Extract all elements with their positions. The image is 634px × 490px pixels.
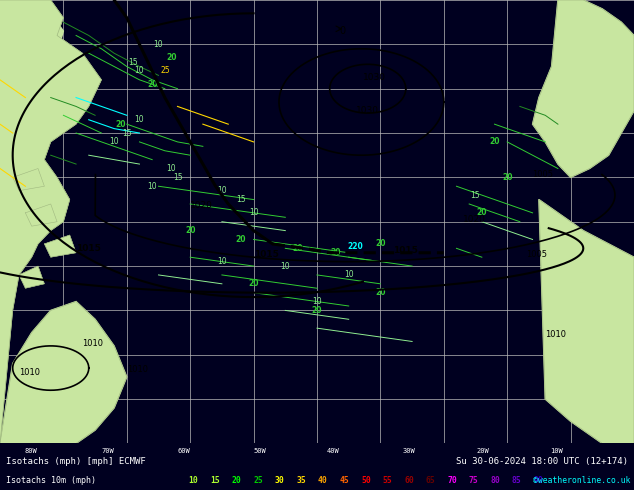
Text: 1020: 1020 bbox=[463, 215, 486, 224]
Text: 20: 20 bbox=[166, 53, 176, 62]
Text: 15: 15 bbox=[210, 476, 220, 485]
Polygon shape bbox=[19, 266, 44, 288]
Text: 1010: 1010 bbox=[82, 339, 103, 348]
Text: 10: 10 bbox=[280, 262, 290, 270]
Polygon shape bbox=[44, 235, 76, 257]
Text: 10: 10 bbox=[249, 208, 259, 218]
Polygon shape bbox=[0, 0, 63, 67]
Text: 70: 70 bbox=[447, 476, 457, 485]
Text: 0: 0 bbox=[339, 26, 346, 36]
Text: 10: 10 bbox=[188, 476, 198, 485]
Text: 65: 65 bbox=[425, 476, 436, 485]
Text: 20: 20 bbox=[489, 137, 500, 147]
Text: 30W: 30W bbox=[403, 448, 415, 454]
Text: 20: 20 bbox=[502, 173, 512, 182]
Text: 20: 20 bbox=[231, 476, 242, 485]
Text: 10: 10 bbox=[166, 164, 176, 173]
Polygon shape bbox=[25, 204, 57, 226]
Text: 1010: 1010 bbox=[545, 330, 566, 339]
Text: 1010: 1010 bbox=[19, 368, 40, 377]
Text: 1030: 1030 bbox=[363, 73, 385, 82]
Text: 10: 10 bbox=[153, 40, 164, 49]
Text: 80W: 80W bbox=[24, 448, 37, 454]
Text: 10: 10 bbox=[312, 297, 322, 306]
Polygon shape bbox=[533, 0, 634, 177]
Text: 20: 20 bbox=[293, 244, 303, 253]
Text: 10: 10 bbox=[134, 67, 145, 75]
Text: 55: 55 bbox=[382, 476, 392, 485]
Text: 1010: 1010 bbox=[127, 366, 148, 374]
Text: 10: 10 bbox=[134, 115, 145, 124]
Text: 50: 50 bbox=[361, 476, 371, 485]
Text: 35: 35 bbox=[296, 476, 306, 485]
Text: 1005: 1005 bbox=[526, 250, 547, 259]
Text: 20: 20 bbox=[331, 248, 341, 257]
Text: 25: 25 bbox=[253, 476, 263, 485]
Text: 80: 80 bbox=[490, 476, 500, 485]
Text: Isotachs 10m (mph): Isotachs 10m (mph) bbox=[6, 476, 96, 485]
Text: 60W: 60W bbox=[178, 448, 190, 454]
Text: 10W: 10W bbox=[550, 448, 563, 454]
Polygon shape bbox=[0, 0, 101, 443]
Text: Isotachs (mph) [mph] ECMWF: Isotachs (mph) [mph] ECMWF bbox=[6, 457, 146, 465]
Text: 85: 85 bbox=[512, 476, 522, 485]
Text: 1015: 1015 bbox=[393, 246, 418, 255]
Text: 50W: 50W bbox=[254, 448, 266, 454]
Text: 70W: 70W bbox=[101, 448, 114, 454]
Text: 15: 15 bbox=[122, 128, 132, 138]
Text: 40W: 40W bbox=[327, 448, 339, 454]
Text: 10: 10 bbox=[147, 182, 157, 191]
Polygon shape bbox=[13, 169, 44, 191]
Text: 10: 10 bbox=[217, 257, 227, 266]
Text: 1020: 1020 bbox=[190, 201, 213, 210]
Text: 20: 20 bbox=[375, 288, 385, 297]
Text: 20: 20 bbox=[185, 226, 195, 235]
Text: 1015: 1015 bbox=[76, 244, 101, 252]
Text: 20: 20 bbox=[249, 279, 259, 288]
Text: 60: 60 bbox=[404, 476, 414, 485]
Text: 15: 15 bbox=[470, 191, 481, 199]
Text: 220: 220 bbox=[347, 242, 363, 250]
Text: 20W: 20W bbox=[477, 448, 489, 454]
Text: 20: 20 bbox=[236, 235, 246, 244]
Text: 15: 15 bbox=[128, 58, 138, 67]
Text: 25: 25 bbox=[160, 67, 170, 75]
Text: 20: 20 bbox=[312, 306, 322, 315]
Text: 20: 20 bbox=[375, 240, 385, 248]
Text: Su 30-06-2024 18:00 UTC (12+174): Su 30-06-2024 18:00 UTC (12+174) bbox=[456, 457, 628, 465]
Text: 1015: 1015 bbox=[254, 250, 278, 259]
Text: ©weatheronline.co.uk: ©weatheronline.co.uk bbox=[533, 476, 631, 485]
Text: 45: 45 bbox=[339, 476, 349, 485]
Text: 20: 20 bbox=[115, 120, 126, 129]
Text: 15: 15 bbox=[172, 173, 183, 182]
Text: 10: 10 bbox=[344, 270, 354, 279]
Polygon shape bbox=[0, 301, 127, 443]
Text: 75: 75 bbox=[469, 476, 479, 485]
Text: 30: 30 bbox=[275, 476, 285, 485]
Text: 20: 20 bbox=[477, 208, 487, 218]
Text: 10: 10 bbox=[109, 137, 119, 147]
Text: 15: 15 bbox=[236, 195, 246, 204]
Text: 90: 90 bbox=[533, 476, 543, 485]
Text: 20: 20 bbox=[147, 80, 157, 89]
Polygon shape bbox=[539, 199, 634, 443]
Text: 40: 40 bbox=[318, 476, 328, 485]
Text: 1005: 1005 bbox=[533, 171, 553, 179]
Text: 1030: 1030 bbox=[356, 106, 379, 115]
Text: 10: 10 bbox=[217, 186, 227, 195]
